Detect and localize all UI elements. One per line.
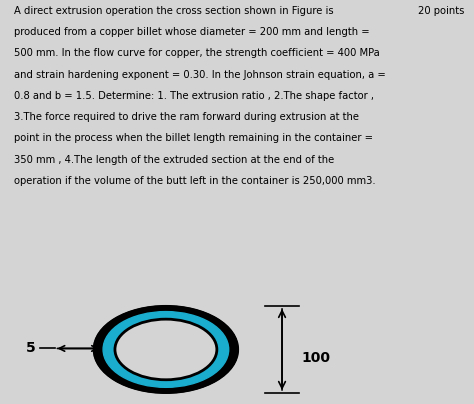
Text: operation if the volume of the butt left in the container is 250,000 mm3.: operation if the volume of the butt left… [14, 176, 376, 186]
Text: 5: 5 [26, 341, 36, 356]
Text: 350 mm , 4.The length of the extruded section at the end of the: 350 mm , 4.The length of the extruded se… [14, 154, 335, 164]
Text: and strain hardening exponent = 0.30. In the Johnson strain equation, a =: and strain hardening exponent = 0.30. In… [14, 69, 386, 80]
Text: produced from a copper billet whose diameter = 200 mm and length =: produced from a copper billet whose diam… [14, 27, 370, 37]
Text: 500 mm. In the flow curve for copper, the strength coefficient = 400 MPa: 500 mm. In the flow curve for copper, th… [14, 48, 380, 59]
Text: 100: 100 [301, 351, 330, 364]
Text: 3.The force required to drive the ram forward during extrusion at the: 3.The force required to drive the ram fo… [14, 112, 359, 122]
Ellipse shape [95, 307, 237, 392]
Ellipse shape [103, 311, 228, 387]
Text: 20 points: 20 points [418, 6, 465, 16]
Text: 0.8 and b = 1.5. Determine: 1. The extrusion ratio , 2.The shape factor ,: 0.8 and b = 1.5. Determine: 1. The extru… [14, 91, 374, 101]
Ellipse shape [115, 319, 217, 380]
Text: point in the process when the billet length remaining in the container =: point in the process when the billet len… [14, 133, 373, 143]
Text: A direct extrusion operation the cross section shown in Figure is: A direct extrusion operation the cross s… [14, 6, 334, 16]
